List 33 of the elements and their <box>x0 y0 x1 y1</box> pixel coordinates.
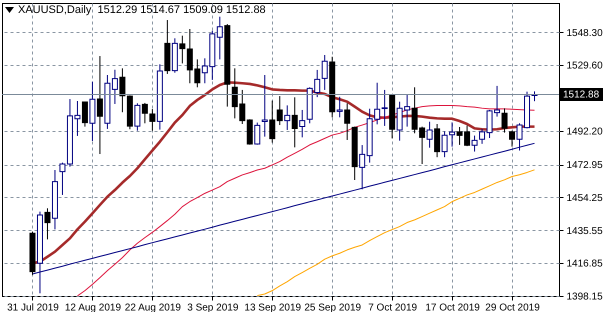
candlestick <box>472 135 478 152</box>
y-tick-label: 1492.20 <box>566 126 604 138</box>
line-series <box>256 169 536 296</box>
ref-line-label: 1512.88 <box>563 90 600 101</box>
x-tick-label: 29 Oct 2019 <box>485 302 540 314</box>
y-tick-label: 1416.85 <box>566 258 604 270</box>
candlestick <box>502 108 508 134</box>
candlestick <box>322 54 328 90</box>
x-tick-label: 31 Jul 2019 <box>7 302 60 314</box>
candlestick <box>292 96 298 148</box>
y-tick-label: 1548.30 <box>566 28 604 39</box>
candlestick <box>262 74 268 138</box>
x-tick-label: 7 Oct 2019 <box>368 302 418 314</box>
chart-title: XAUUSD,Daily 1512.29 1514.67 1509.09 1512.88 <box>18 4 266 16</box>
candlestick <box>336 96 343 118</box>
y-tick-label: 1435.55 <box>566 226 604 237</box>
y-tick-label: 1472.95 <box>566 160 604 172</box>
candlestick <box>134 102 140 132</box>
candlestick <box>426 121 433 148</box>
x-tick-label: 17 Oct 2019 <box>425 302 480 314</box>
candlestick <box>44 208 50 240</box>
candlestick <box>82 102 88 128</box>
candlestick <box>254 122 260 146</box>
candlestick <box>509 130 516 148</box>
y-tick-label: 1454.25 <box>566 192 604 204</box>
candlestick <box>434 123 440 158</box>
candlestick <box>344 102 350 140</box>
candlestick <box>284 104 290 130</box>
y-tick-label: 1529.60 <box>566 60 604 72</box>
y-tick-label: 1398.15 <box>566 292 604 302</box>
candlestick <box>299 109 306 138</box>
line-series <box>76 105 536 296</box>
candlestick <box>96 56 103 155</box>
